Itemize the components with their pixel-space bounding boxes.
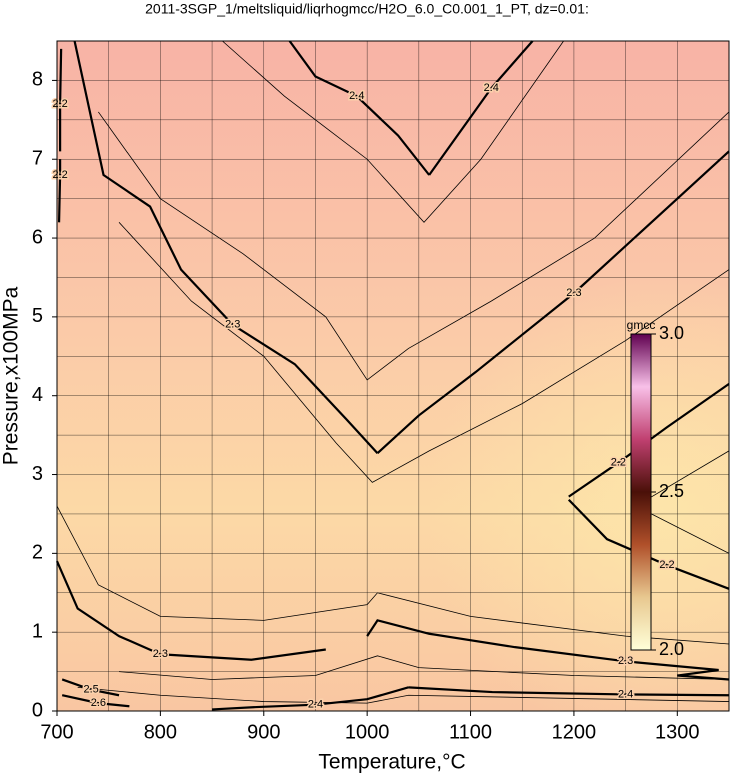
colorbar-tick-label: 3.0 [659, 323, 684, 343]
contour-label: 2.3 [566, 287, 581, 299]
y-tick-label: 4 [32, 384, 43, 406]
x-tick-label: 900 [247, 721, 280, 743]
contour-line [118, 655, 730, 680]
y-tick-label: 8 [32, 69, 43, 91]
x-tick-label: 1200 [552, 721, 597, 743]
contour-label: 2.3 [225, 319, 240, 331]
y-tick-label: 7 [32, 148, 43, 170]
contour-line [366, 619, 730, 681]
contour-label: 2.4 [484, 82, 499, 94]
contour-line [428, 40, 534, 176]
contour-line [61, 678, 120, 697]
contours [55, 40, 730, 711]
y-axis-title: Pressure,x100MPa [0, 286, 23, 465]
contour-line [212, 686, 409, 711]
x-tick-label: 800 [144, 721, 177, 743]
contour-label: 2.2 [52, 169, 67, 181]
contour-line [77, 686, 730, 704]
contour-line [288, 40, 431, 176]
contour-line [61, 694, 130, 708]
x-axis-title: Temperature,°C [318, 751, 465, 774]
y-tick-label: 3 [32, 463, 43, 485]
contour-line [376, 150, 730, 455]
y-tick-label: 1 [32, 620, 43, 642]
contour-line [56, 505, 730, 645]
plot-glow [57, 41, 729, 711]
contour-line [57, 159, 62, 223]
y-tick-label: 6 [32, 226, 43, 248]
contour-label: 2.5 [83, 684, 98, 696]
contour-label: 2.4 [618, 688, 633, 700]
y-tick-label: 2 [32, 542, 43, 564]
x-tick-label: 1100 [449, 721, 492, 743]
colorbar-title: gmcc [627, 318, 656, 332]
contour-line [222, 40, 564, 223]
contour-line [98, 111, 730, 381]
colorbar-tick-label: 2.0 [659, 639, 684, 659]
y-tick-label: 0 [32, 699, 43, 721]
contour-line [118, 222, 730, 483]
plot-frame [56, 40, 730, 712]
x-tick-label: 700 [40, 721, 73, 743]
contour-label: 2.6 [91, 697, 106, 709]
contour-line [73, 40, 379, 454]
contour-label: 2.2 [52, 98, 67, 110]
contour-label: 2.4 [308, 699, 323, 711]
colorbar-tick-label: 2.5 [659, 481, 684, 501]
x-tick-label: 1000 [345, 721, 390, 743]
contour-line [55, 560, 326, 661]
contour-label: 2.3 [153, 648, 168, 660]
y-tick-label: 5 [32, 305, 43, 327]
x-tick-label: 1300 [655, 721, 700, 743]
contour-label: 2.2 [659, 559, 674, 571]
colorbar [630, 333, 652, 651]
contour-label: 2.3 [618, 655, 633, 667]
contour-line [59, 48, 63, 152]
contour-label: 2.2 [611, 457, 626, 469]
contour-label: 2.4 [349, 90, 364, 102]
chart-title: 2011-3SGP_1/meltsliquid/liqrhogmcc/H2O_6… [145, 1, 589, 17]
contour-line [408, 686, 730, 697]
